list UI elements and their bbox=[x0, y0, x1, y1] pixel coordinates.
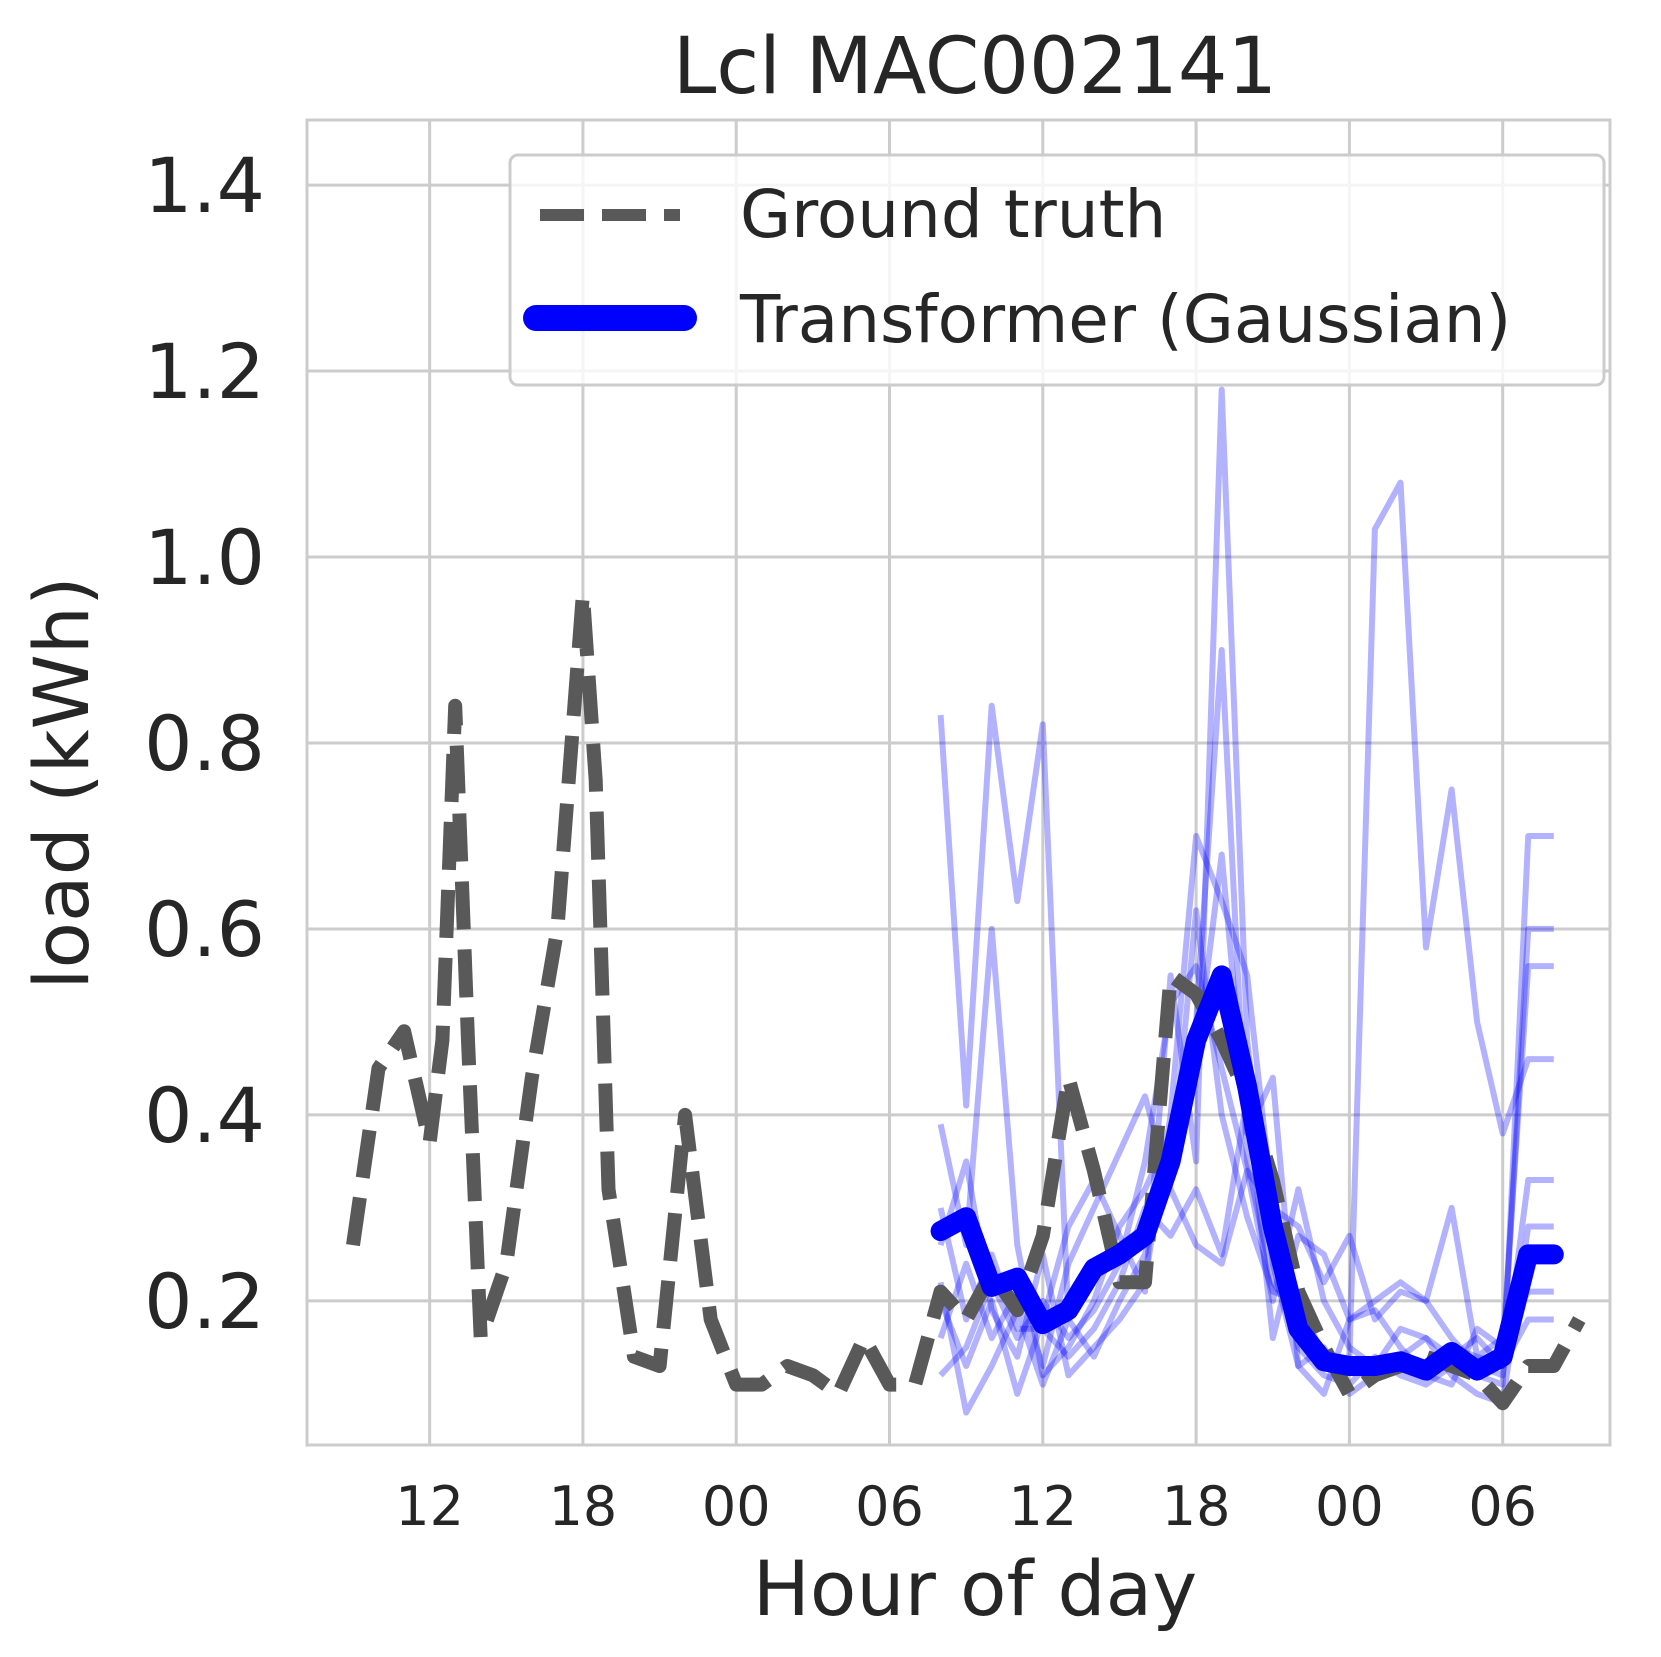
y-tick-label: 1.4 bbox=[144, 141, 265, 230]
y-tick-label: 1.2 bbox=[144, 327, 265, 416]
y-tick-label: 0.6 bbox=[144, 885, 265, 974]
ground-truth-line bbox=[346, 587, 1586, 1411]
x-tick-label: 18 bbox=[1162, 1475, 1231, 1538]
forecast-mean-line bbox=[930, 965, 1564, 1381]
forecast-sample-line-5 bbox=[937, 1093, 1554, 1369]
x-tick-label: 06 bbox=[1468, 1475, 1537, 1538]
x-tick-label: 06 bbox=[855, 1475, 924, 1538]
y-tick-label: 0.8 bbox=[144, 699, 265, 788]
legend: Ground truth Transformer (Gaussian) bbox=[508, 153, 1606, 387]
chart-title: Lcl MAC002141 bbox=[673, 22, 1277, 112]
forecast-series bbox=[930, 965, 1564, 1381]
x-tick-label: 12 bbox=[395, 1475, 464, 1538]
y-tick-labels: 0.2 0.4 0.6 0.8 1.0 1.2 1.4 bbox=[144, 141, 265, 1346]
forecast-sample-line-2 bbox=[937, 479, 1554, 1379]
y-tick-label: 1.0 bbox=[144, 513, 265, 602]
legend-box bbox=[508, 153, 1606, 387]
x-axis-label: Hour of day bbox=[753, 1544, 1197, 1633]
plot-area-frame bbox=[305, 118, 1612, 1447]
y-tick-label: 0.2 bbox=[144, 1257, 265, 1346]
y-tick-label: 0.4 bbox=[144, 1071, 265, 1160]
legend-ground-truth-label: Ground truth bbox=[740, 176, 1166, 253]
legend-forecast-label: Transformer (Gaussian) bbox=[739, 281, 1511, 358]
x-tick-labels: 12 18 00 06 12 18 00 06 bbox=[395, 1475, 1537, 1538]
y-axis-label: load (kWh) bbox=[17, 576, 106, 989]
ground-truth-series bbox=[346, 587, 1586, 1411]
x-tick-label: 18 bbox=[549, 1475, 618, 1538]
x-tick-label: 00 bbox=[1315, 1475, 1384, 1538]
x-tick-label: 00 bbox=[702, 1475, 771, 1538]
x-tick-label: 12 bbox=[1008, 1475, 1077, 1538]
